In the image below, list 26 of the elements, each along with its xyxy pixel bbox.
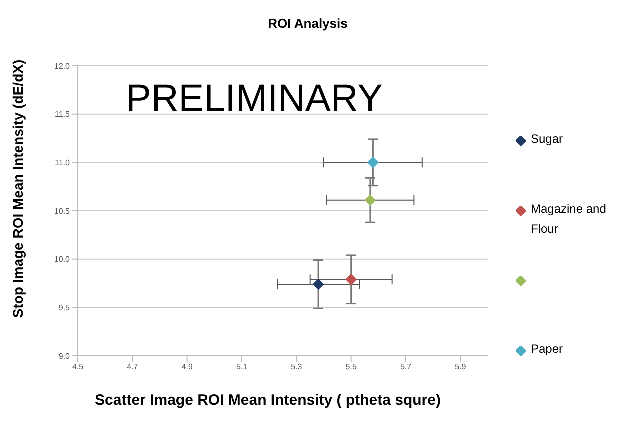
y-tick-label: 11.0: [55, 158, 71, 168]
legend-label: Magazine and Flour: [531, 201, 608, 238]
x-tick-label: 4.9: [182, 362, 194, 372]
point: [368, 157, 379, 168]
x-tick-label: 5.1: [236, 362, 248, 372]
y-tick-label: 10.0: [54, 255, 71, 264]
chart-title: ROI Analysis: [267, 16, 349, 31]
y-axis-title: Stop Image ROI Mean Intensity (dE/dX): [9, 58, 27, 320]
point: [364, 194, 376, 206]
y-tick-label: 10.5: [54, 206, 71, 216]
x-tick-label: 4.7: [127, 362, 139, 372]
legend-label: Paper: [531, 341, 564, 358]
annotation: PRELIMINARY: [126, 78, 383, 121]
y-tick-label: 11.5: [55, 110, 71, 120]
x-tick-label: 5.5: [346, 362, 358, 372]
point: [346, 274, 357, 286]
y-tick-label: 9.5: [58, 304, 71, 313]
legend-label: Sugar: [531, 131, 564, 148]
point: [313, 278, 324, 290]
x-axis-title: Scatter Image ROI Mean Intensity ( ptheta squre): [94, 392, 442, 409]
x-tick-label: 5.9: [455, 362, 467, 372]
x-tick-label: 5.7: [400, 362, 412, 372]
y-tick-label: 9.0: [58, 352, 71, 361]
y-tick-label: 12.0: [54, 62, 71, 71]
x-tick-label: 5.3: [291, 362, 303, 372]
x-tick-label: 4.5: [72, 362, 84, 372]
